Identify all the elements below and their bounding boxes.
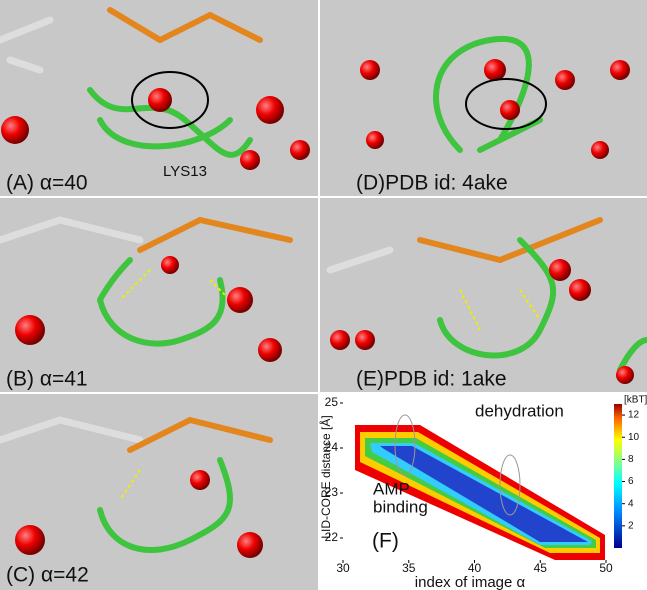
y-tick-label: 23 bbox=[325, 485, 339, 499]
x-tick-label: 40 bbox=[468, 561, 482, 575]
panel-f: dehydration AMP binding (F) index of ima… bbox=[318, 394, 647, 590]
x-tick-label: 35 bbox=[402, 561, 416, 575]
y-tick-label: 25 bbox=[325, 395, 339, 409]
x-tick-label: 50 bbox=[599, 561, 613, 575]
panel-c: (C) α=42 bbox=[0, 394, 318, 590]
colorbar-tick-label: 8 bbox=[628, 454, 634, 465]
y-tick-label: 22 bbox=[325, 530, 339, 544]
colorbar-tick-label: 4 bbox=[628, 498, 634, 509]
x-axis-label: index of image α bbox=[415, 574, 526, 590]
annotation: AMP bbox=[373, 479, 410, 498]
annotation: binding bbox=[373, 497, 428, 516]
residue-label: LYS13 bbox=[163, 163, 207, 180]
y-tick-label: 24 bbox=[325, 440, 339, 454]
x-tick-label: 45 bbox=[534, 561, 548, 575]
panel-label: (D)PDB id: 4ake bbox=[356, 172, 508, 195]
x-tick-label: 30 bbox=[336, 561, 350, 575]
panel-d: (D)PDB id: 4ake bbox=[320, 0, 647, 196]
panel-b: (B) α=41 bbox=[0, 198, 318, 392]
colorbar-tick-label: 12 bbox=[628, 410, 640, 421]
y-axis-label: LID-CORE distance [Å] bbox=[318, 415, 333, 538]
annotation: dehydration bbox=[475, 401, 564, 420]
colorbar-tick-label: 10 bbox=[628, 432, 640, 443]
figure: (A) α=40 LYS13 (D)PDB id: 4ake (B) α=41 … bbox=[0, 0, 647, 590]
panel-label: (A) α=40 bbox=[6, 172, 88, 195]
colorbar-tick-label: 2 bbox=[628, 520, 634, 531]
colorbar-tick-label: 6 bbox=[628, 476, 634, 487]
panel-label: (C) α=42 bbox=[6, 564, 89, 587]
panel-label: (F) bbox=[372, 530, 399, 553]
panel-label: (E)PDB id: 1ake bbox=[356, 368, 507, 391]
panel-label: (B) α=41 bbox=[6, 368, 88, 391]
colorbar-label: [kBT] bbox=[624, 395, 647, 406]
panel-e: (E)PDB id: 1ake bbox=[320, 198, 647, 392]
colorbar bbox=[614, 404, 622, 548]
panel-a: (A) α=40 LYS13 bbox=[0, 0, 318, 196]
